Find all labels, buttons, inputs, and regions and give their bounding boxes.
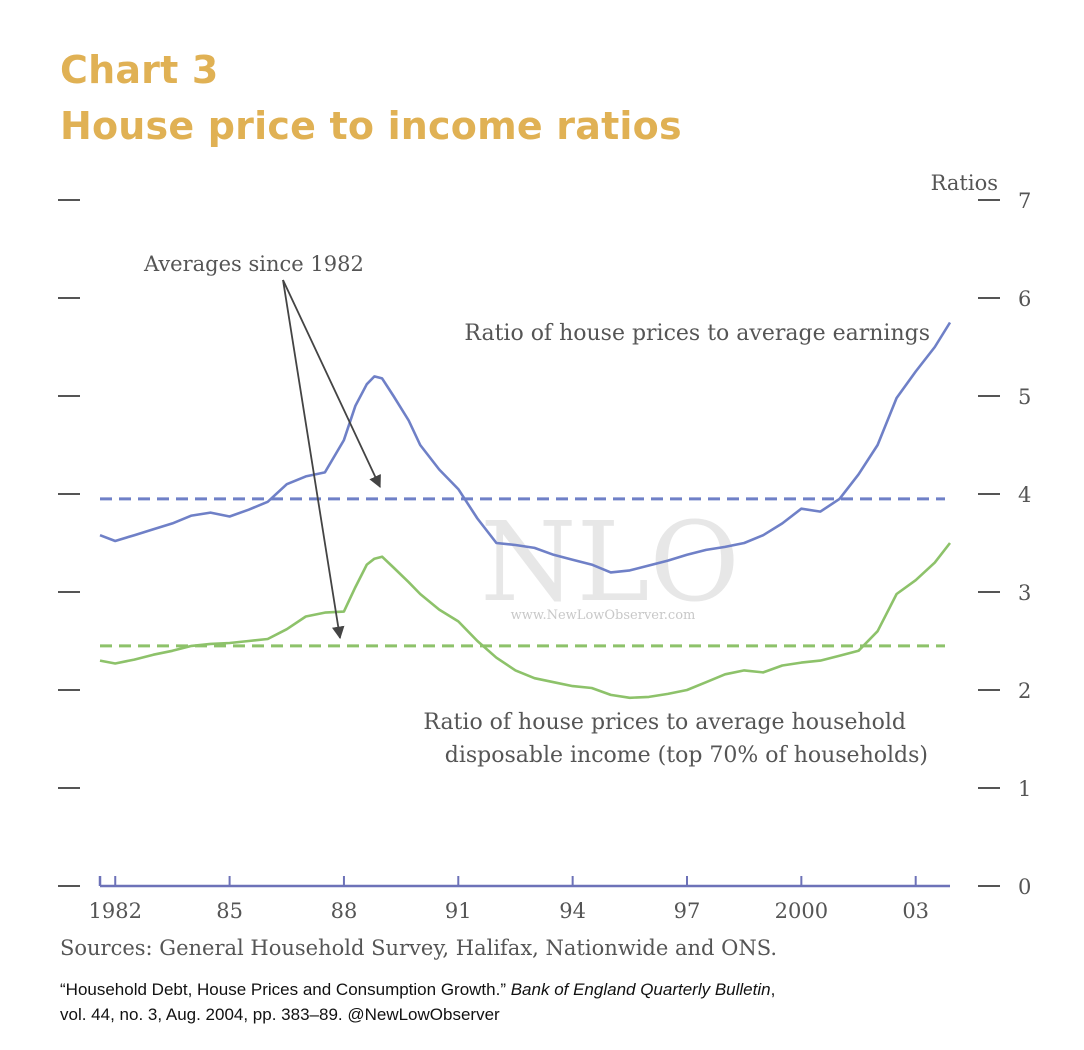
citation-comma: ,: [770, 980, 776, 999]
citation-journal: Bank of England Quarterly Bulletin: [510, 980, 771, 999]
citation-line-2: vol. 44, no. 3, Aug. 2004, pp. 383–89. @…: [60, 1005, 500, 1024]
y-tick-label: 2: [1018, 679, 1031, 703]
y-axis-unit-label: Ratios: [931, 171, 998, 195]
chart-title: House price to income ratios: [60, 104, 682, 148]
x-tick-label: 88: [331, 899, 358, 923]
chart-canvas: NLO www.NewLowObserver.com 0 1 2 3 4 5 6 7 1982…: [58, 171, 1031, 923]
x-tick-label: 85: [216, 899, 243, 923]
watermark: NLO www.NewLowObserver.com: [480, 498, 739, 626]
series-line: [99, 542, 952, 700]
series-label-income-line2: disposable income (top 70% of households…: [445, 743, 928, 768]
y-tick-label: 4: [1018, 483, 1031, 507]
watermark-logo: NLO: [480, 498, 739, 626]
series-line: [99, 321, 952, 574]
y-tick-label: 0: [1018, 875, 1031, 899]
series-label-earnings: Ratio of house prices to average earning…: [464, 321, 930, 346]
y-tick-label: 3: [1018, 581, 1031, 605]
x-tick-label: 1982: [89, 899, 142, 923]
y-tick-label: 1: [1018, 777, 1031, 801]
x-tick-label: 03: [902, 899, 929, 923]
citation-title: “Household Debt, House Prices and Consum…: [60, 980, 511, 999]
y-tick-label: 7: [1018, 189, 1031, 213]
x-tick-label: 97: [674, 899, 701, 923]
watermark-url: www.NewLowObserver.com: [511, 608, 696, 623]
arrow-to-income-average: [282, 279, 345, 640]
series-label-income-line1: Ratio of house prices to average househo…: [423, 710, 906, 735]
citation-line-1: “Household Debt, House Prices and Consum…: [60, 980, 775, 1000]
x-tick-label: 91: [445, 899, 472, 923]
x-tick-label: 94: [559, 899, 586, 923]
x-tick-label: 2000: [775, 899, 828, 923]
y-tick-label: 5: [1018, 385, 1031, 409]
y-tick-label: 6: [1018, 287, 1031, 311]
averages-annotation: Averages since 1982: [143, 252, 364, 276]
chart-number: Chart 3: [60, 48, 219, 92]
arrow-to-earnings-average: [282, 279, 381, 489]
sources-note: Sources: General Household Survey, Halif…: [60, 936, 778, 960]
